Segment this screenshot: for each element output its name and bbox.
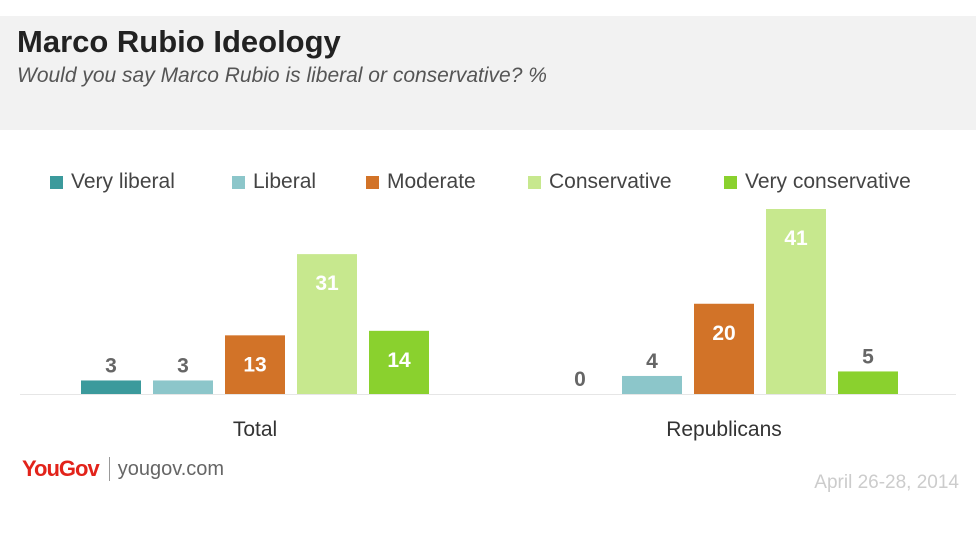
legend-label: Moderate <box>387 170 476 193</box>
bar-value-label: 13 <box>243 353 266 376</box>
legend-item: Liberal <box>232 168 316 196</box>
legend-swatch <box>366 175 379 189</box>
bar <box>369 330 429 394</box>
bar <box>297 254 357 394</box>
bar <box>153 380 213 394</box>
bar <box>225 335 285 394</box>
bar-value-label: 3 <box>105 354 117 377</box>
logo-gov-text: Gov <box>58 456 100 481</box>
legend-label: Very conservative <box>745 170 911 193</box>
legend-swatch <box>528 175 541 189</box>
bar-value-label: 3 <box>177 354 189 377</box>
legend: Very liberal Liberal Moderate Conservative V… <box>0 168 976 196</box>
bar <box>766 209 826 394</box>
bar-value-label: 20 <box>712 322 735 345</box>
legend-swatch <box>724 175 737 189</box>
category-label: Republicans <box>666 418 782 441</box>
bar-value-label: 0 <box>574 368 586 391</box>
bar-value-label: 5 <box>862 345 874 368</box>
bar-value-label: 14 <box>387 349 411 372</box>
bar <box>622 375 682 394</box>
legend-label: Conservative <box>549 170 672 193</box>
yougov-logo: You Gov yougov.com <box>22 456 224 482</box>
legend-label: Very liberal <box>71 170 175 193</box>
legend-item: Moderate <box>366 168 476 196</box>
bar <box>81 380 141 394</box>
survey-date: April 26-28, 2014 <box>814 472 959 493</box>
logo-you-text: You <box>22 456 60 481</box>
legend-item: Conservative <box>528 168 672 196</box>
chart-subtitle: Would you say Marco Rubio is liberal or … <box>17 64 547 87</box>
legend-item: Very liberal <box>50 168 175 196</box>
bar <box>838 371 898 394</box>
legend-label: Liberal <box>253 170 317 193</box>
bar-value-label: 31 <box>315 272 339 295</box>
bar-chart: 3 3 13 31 14 Total 0 4 20 41 5 Republicans <box>20 209 956 441</box>
logo-url: yougov.com <box>117 457 225 480</box>
bar <box>694 303 754 394</box>
bar-value-label: 41 <box>784 227 808 250</box>
legend-swatch <box>50 175 63 189</box>
legend-item: Very conservative <box>724 168 911 196</box>
bar-value-label: 4 <box>646 350 658 373</box>
legend-swatch <box>232 175 245 189</box>
header-band <box>0 16 976 130</box>
logo-separator <box>108 457 110 481</box>
category-label: Total <box>233 418 277 441</box>
chart-title: Marco Rubio Ideology <box>17 24 341 59</box>
